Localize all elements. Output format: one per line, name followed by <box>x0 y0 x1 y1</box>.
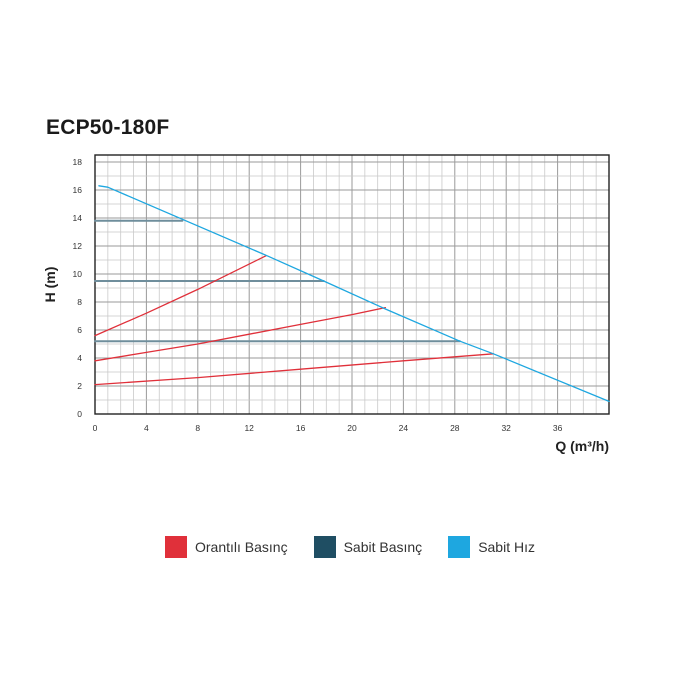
legend-label: Sabit Basınç <box>343 539 423 555</box>
legend-swatch-navy <box>313 536 336 558</box>
x-tick-label: 28 <box>450 423 460 433</box>
x-tick-label: 36 <box>553 423 563 433</box>
y-tick-label: 8 <box>77 297 82 307</box>
legend-item-constant-pressure: Sabit Basınç <box>313 536 423 558</box>
y-tick-label: 16 <box>73 185 83 195</box>
chart-title: ECP50-180F <box>46 116 170 139</box>
x-tick-label: 0 <box>93 423 98 433</box>
x-tick-label: 16 <box>296 423 306 433</box>
y-tick-labels: 0 2 4 6 8 10 12 14 16 18 <box>73 157 83 419</box>
y-tick-label: 18 <box>73 157 83 167</box>
series-line-sabit-h-z-0 <box>98 185 610 403</box>
series-line-orant-l-bas-n--2 <box>94 353 495 386</box>
legend-item-constant-speed: Sabit Hız <box>448 536 535 558</box>
series-line-orant-l-bas-n--0 <box>94 255 267 337</box>
y-tick-label: 0 <box>77 409 82 419</box>
x-tick-label: 24 <box>399 423 409 433</box>
series-lines <box>94 185 610 403</box>
y-tick-label: 2 <box>77 381 82 391</box>
grid-lines <box>95 155 609 414</box>
legend-item-proportional-pressure: Orantılı Basınç <box>164 536 288 558</box>
y-tick-label: 10 <box>73 269 83 279</box>
y-tick-label: 14 <box>73 213 83 223</box>
x-tick-label: 32 <box>501 423 511 433</box>
legend-label: Sabit Hız <box>478 539 535 555</box>
x-axis-label: Q (m³/h) <box>555 438 609 454</box>
x-tick-labels: 0 4 8 12 16 20 24 28 32 36 <box>93 423 563 433</box>
plot-frame <box>94 154 610 415</box>
legend-swatch-red <box>164 536 187 558</box>
legend: Orantılı Basınç Sabit Basınç Sabit Hız <box>0 536 700 558</box>
series-line-orant-l-bas-n--1 <box>94 306 387 362</box>
x-tick-label: 8 <box>195 423 200 433</box>
legend-label: Orantılı Basınç <box>194 539 288 555</box>
legend-swatch-blue <box>448 536 471 558</box>
y-tick-label: 12 <box>73 241 83 251</box>
x-tick-label: 20 <box>347 423 357 433</box>
x-tick-label: 4 <box>144 423 149 433</box>
y-tick-label: 4 <box>77 353 82 363</box>
x-tick-label: 12 <box>244 423 254 433</box>
y-axis-label: H (m) <box>42 267 58 303</box>
y-tick-label: 6 <box>77 325 82 335</box>
